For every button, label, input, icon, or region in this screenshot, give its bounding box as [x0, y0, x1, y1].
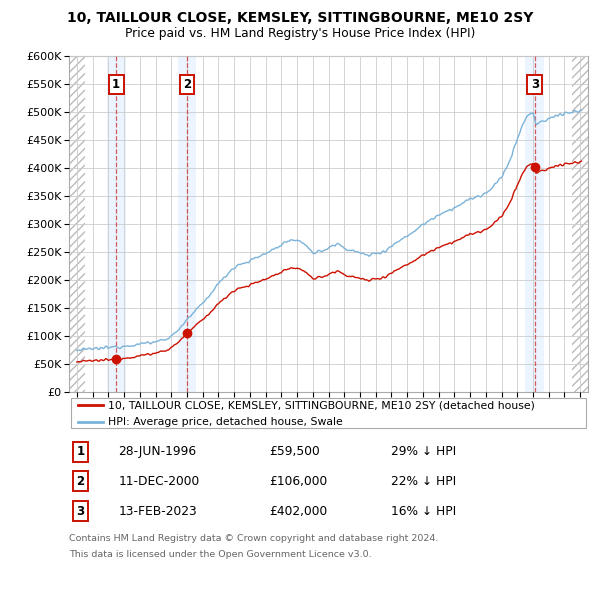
Bar	[526, 56, 544, 392]
Text: 10, TAILLOUR CLOSE, KEMSLEY, SITTINGBOURNE, ME10 2SY (detached house): 10, TAILLOUR CLOSE, KEMSLEY, SITTINGBOUR…	[108, 400, 535, 410]
Text: £59,500: £59,500	[269, 445, 320, 458]
Bar	[178, 56, 196, 392]
Text: 10, TAILLOUR CLOSE, KEMSLEY, SITTINGBOURNE, ME10 2SY: 10, TAILLOUR CLOSE, KEMSLEY, SITTINGBOUR…	[67, 11, 533, 25]
Text: This data is licensed under the Open Government Licence v3.0.: This data is licensed under the Open Gov…	[69, 550, 371, 559]
Text: £402,000: £402,000	[269, 505, 327, 518]
Bar	[107, 56, 125, 392]
Text: 28-JUN-1996: 28-JUN-1996	[118, 445, 196, 458]
Bar	[572, 56, 588, 392]
Text: 29% ↓ HPI: 29% ↓ HPI	[391, 445, 456, 458]
Text: 13-FEB-2023: 13-FEB-2023	[118, 505, 197, 518]
Text: 1: 1	[76, 445, 85, 458]
Text: 3: 3	[531, 78, 539, 91]
Text: Contains HM Land Registry data © Crown copyright and database right 2024.: Contains HM Land Registry data © Crown c…	[69, 534, 439, 543]
Text: 3: 3	[76, 505, 85, 518]
Text: 2: 2	[76, 475, 85, 488]
Text: £106,000: £106,000	[269, 475, 327, 488]
FancyBboxPatch shape	[71, 398, 586, 428]
Text: 2: 2	[183, 78, 191, 91]
Text: Price paid vs. HM Land Registry's House Price Index (HPI): Price paid vs. HM Land Registry's House …	[125, 27, 475, 40]
Bar	[69, 56, 85, 392]
Text: 16% ↓ HPI: 16% ↓ HPI	[391, 505, 456, 518]
Text: 22% ↓ HPI: 22% ↓ HPI	[391, 475, 456, 488]
Text: 11-DEC-2000: 11-DEC-2000	[118, 475, 200, 488]
Text: 1: 1	[112, 78, 120, 91]
Text: HPI: Average price, detached house, Swale: HPI: Average price, detached house, Swal…	[108, 417, 343, 427]
